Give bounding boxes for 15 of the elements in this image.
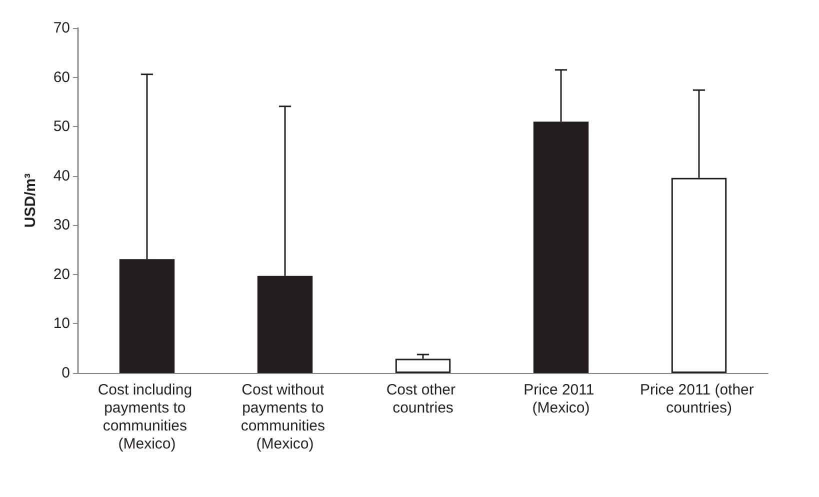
x-tick-label: Cost other countries <box>386 382 460 416</box>
bar <box>395 358 451 373</box>
y-tick-label: 0 <box>62 364 70 382</box>
x-tick-label: Price 2011 (Mexico) <box>524 382 598 416</box>
y-tick-label: 60 <box>53 68 70 86</box>
y-tick-label: 70 <box>53 20 70 36</box>
x-tick-label: Price 2011 (other countries) <box>640 382 758 416</box>
y-tick-label: 40 <box>53 167 70 184</box>
y-tick-label: 10 <box>53 315 70 332</box>
x-tick-label: Cost including payments to communities (Mexico) <box>98 382 196 452</box>
y-tick-label: 50 <box>53 118 70 136</box>
y-tick-label: 30 <box>53 216 70 234</box>
x-tick-label: Cost without payments to communities (Mexico) <box>240 382 330 452</box>
y-tick-label: 20 <box>53 266 70 283</box>
y-axis-title: USD/m³ <box>22 173 39 228</box>
